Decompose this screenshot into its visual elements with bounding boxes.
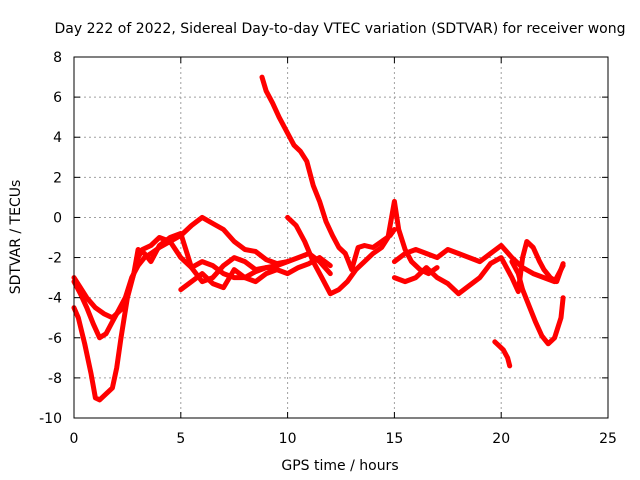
x-tick-label: 10 bbox=[279, 431, 297, 447]
x-tick-label: 5 bbox=[176, 431, 185, 447]
y-tick-label: -10 bbox=[39, 411, 62, 427]
x-axis: 0 5 10 15 20 25 bbox=[70, 57, 617, 447]
series-arc-7 bbox=[391, 243, 566, 285]
y-tick-label: 4 bbox=[53, 130, 62, 146]
series-arc-9 bbox=[509, 259, 566, 347]
y-tick-label: 0 bbox=[53, 210, 62, 226]
y-tick-label: -6 bbox=[48, 331, 62, 347]
x-tick-label: 0 bbox=[70, 431, 79, 447]
y-tick-label: 2 bbox=[53, 170, 62, 186]
x-axis-label: GPS time / hours bbox=[281, 458, 398, 474]
plot-frame bbox=[73, 56, 609, 419]
y-tick-label: 8 bbox=[53, 50, 62, 66]
series-arc-4 bbox=[178, 267, 280, 293]
series-arc-2 bbox=[71, 231, 333, 403]
x-tick-label: 25 bbox=[599, 431, 617, 447]
series-arc-5 bbox=[259, 74, 397, 273]
x-tick-label: 20 bbox=[492, 431, 510, 447]
grid bbox=[74, 57, 608, 418]
chart-title: Day 222 of 2022, Sidereal Day-to-day VTE… bbox=[55, 21, 626, 37]
series-arc-1 bbox=[71, 214, 291, 321]
y-tick-label: -4 bbox=[48, 291, 62, 307]
series-arc-3 bbox=[71, 239, 333, 341]
y-tick-label: -8 bbox=[48, 371, 62, 387]
series-group bbox=[71, 74, 566, 403]
y-axis-label: SDTVAR / TECUs bbox=[8, 180, 24, 295]
y-tick-label: 6 bbox=[53, 90, 62, 106]
y-axis: -10 -8 -6 -4 -2 0 2 4 6 8 bbox=[39, 50, 608, 427]
series-arc-6 bbox=[285, 198, 440, 297]
series-arc-10 bbox=[492, 339, 513, 369]
y-tick-label: -2 bbox=[48, 251, 62, 267]
series-arc-8 bbox=[391, 239, 566, 297]
x-tick-label: 15 bbox=[385, 431, 403, 447]
